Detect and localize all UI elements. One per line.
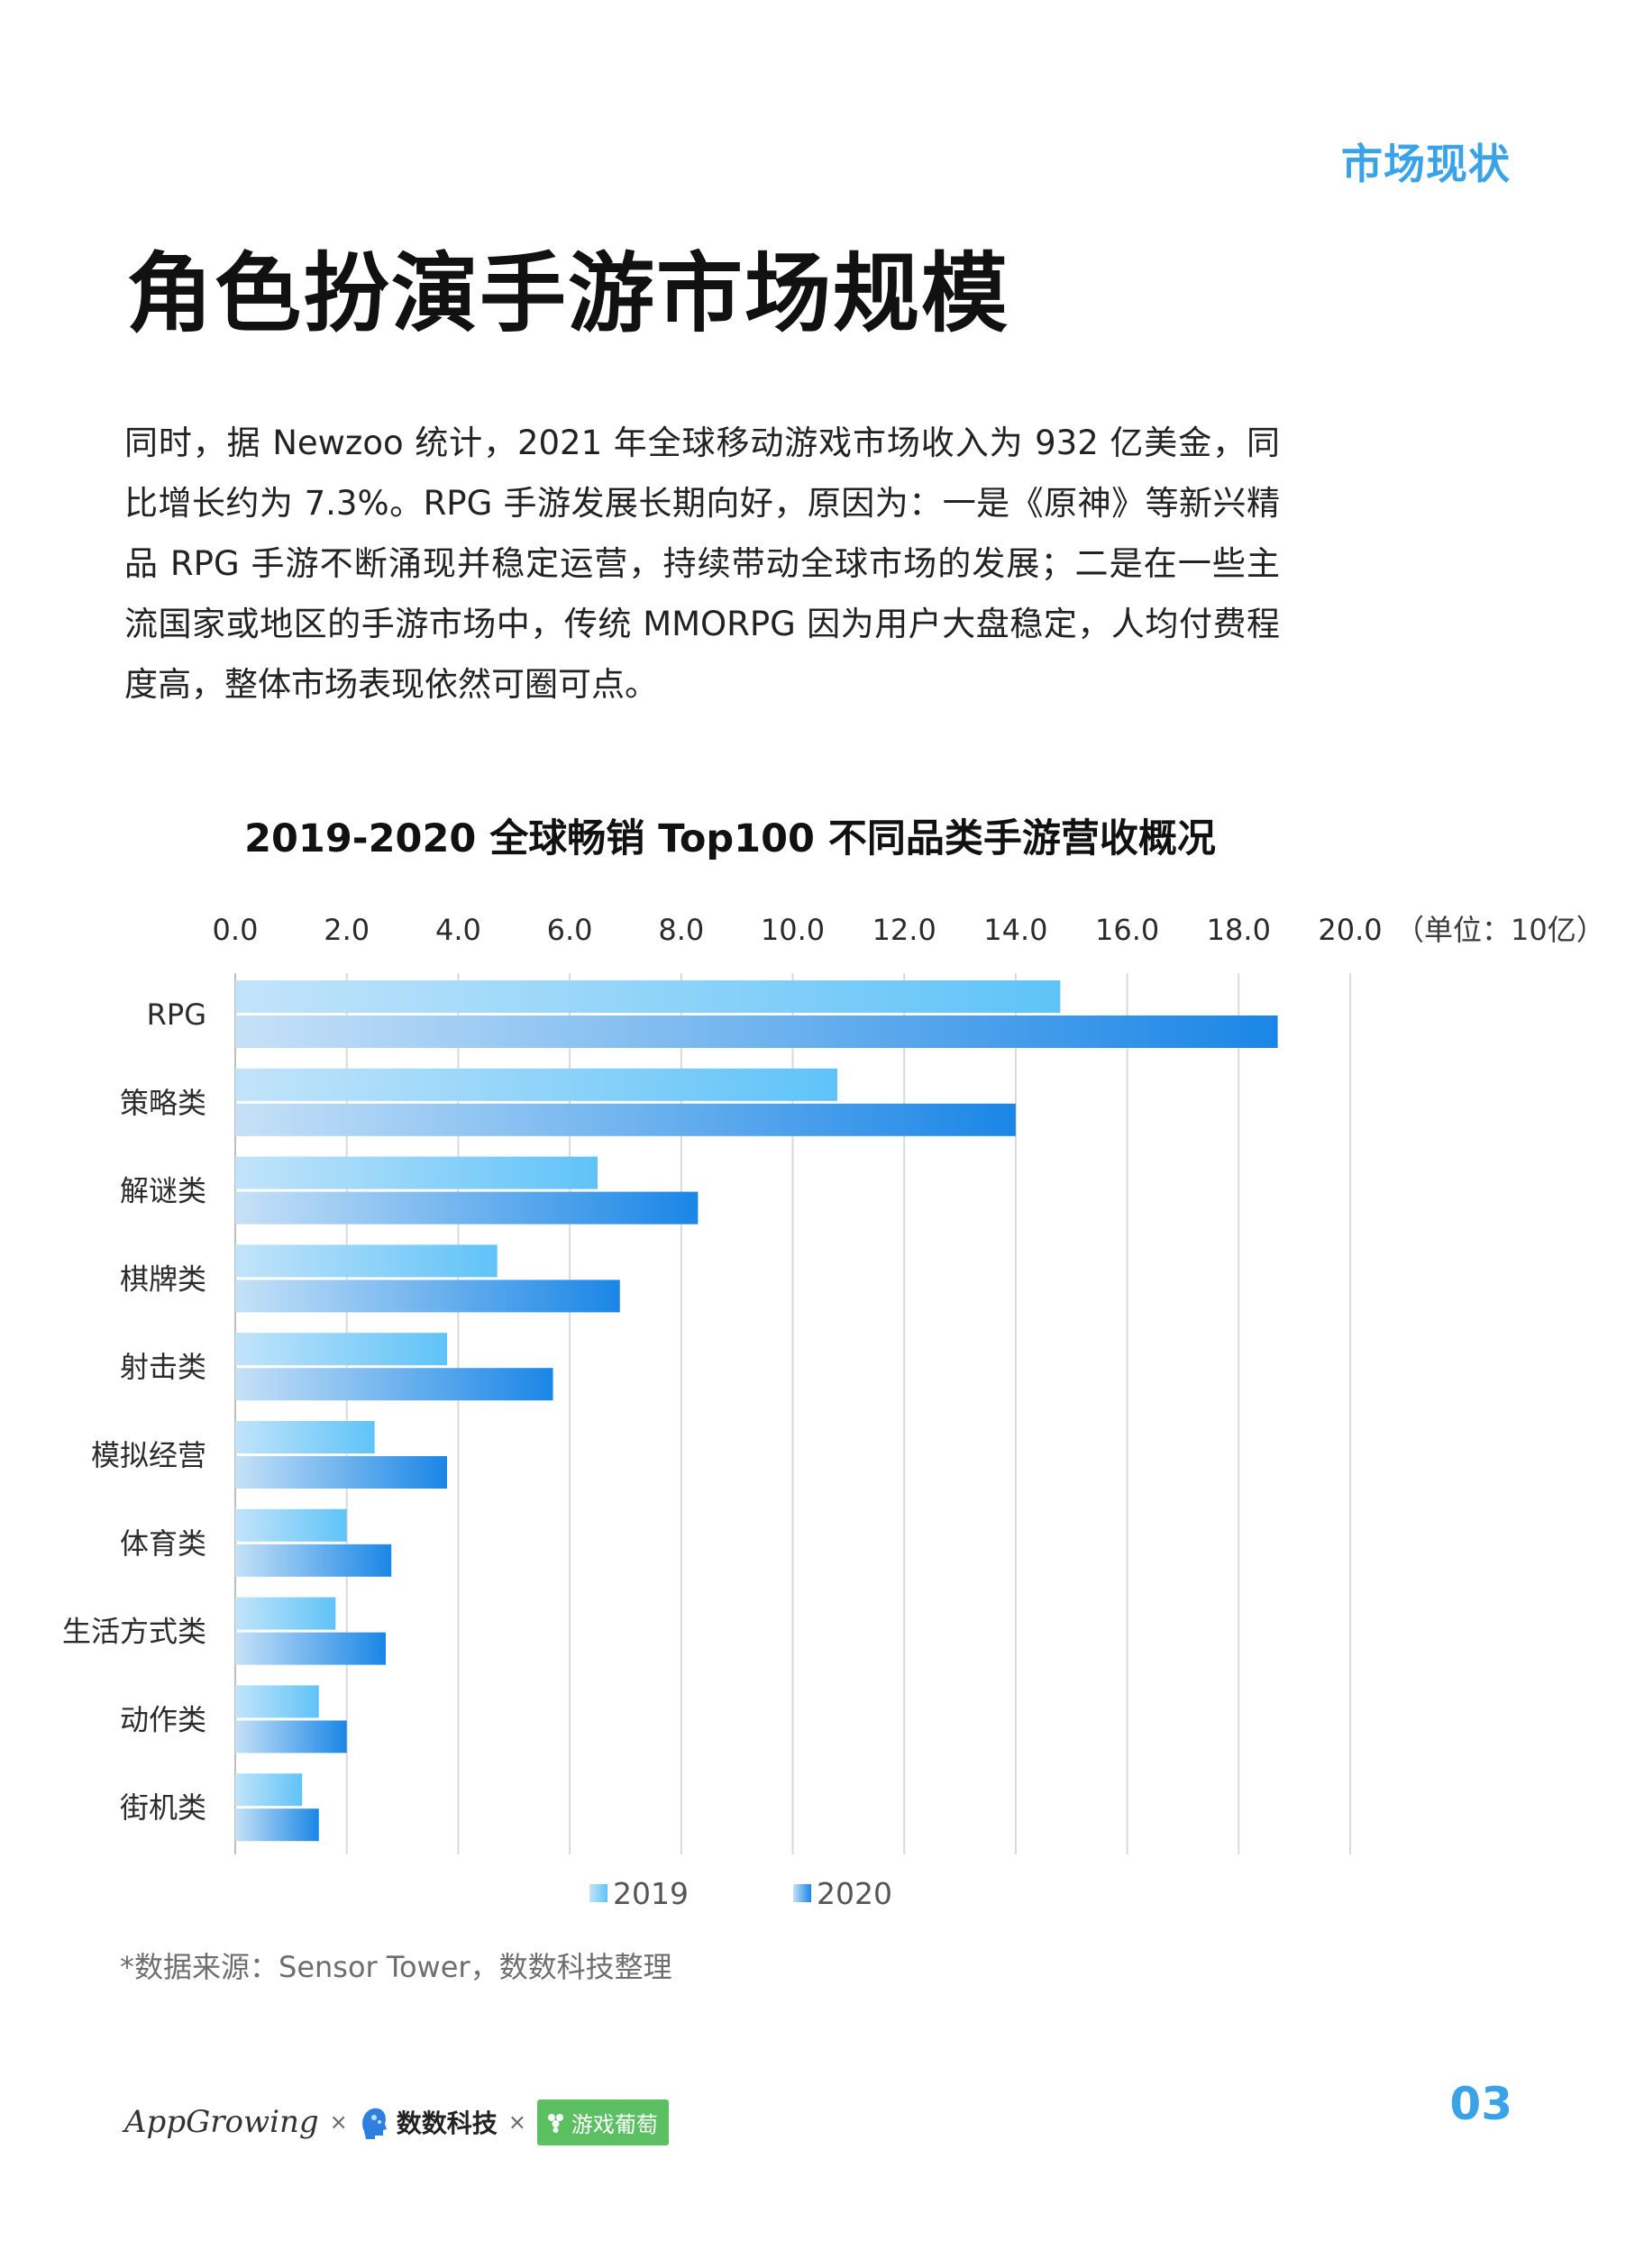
bar-2019 (235, 1685, 319, 1718)
x-tick-label: 16.0 (1095, 913, 1159, 947)
bar-2019 (235, 1773, 303, 1807)
bar-2020 (235, 1720, 347, 1753)
shushu-logo-text: 数数科技 (396, 2109, 498, 2138)
page-number: 03 (1449, 2078, 1512, 2130)
x-tick-label: 12.0 (872, 913, 936, 947)
legend: 2019 2020 (589, 1876, 892, 1911)
x-tick-label: 0.0 (213, 913, 259, 947)
x-tick-label: 18.0 (1207, 913, 1271, 947)
category-label: 解谜类 (120, 1174, 206, 1208)
youxi-putao-logo: 游戏葡萄 (536, 2099, 669, 2145)
x-tick-label: 8.0 (658, 913, 704, 947)
category-label: 体育类 (120, 1526, 206, 1561)
body-paragraph: 同时，据 Newzoo 统计，2021 年全球移动游戏市场收入为 932 亿美金… (124, 424, 1280, 704)
bar-2020 (235, 1544, 392, 1577)
bar-2020 (235, 1632, 386, 1665)
x-tick-label: 6.0 (547, 913, 593, 947)
x-tick-label: 4.0 (435, 913, 481, 947)
grape-icon (547, 2114, 563, 2133)
legend-swatch-2019 (589, 1884, 607, 1902)
x-tick-label: 10.0 (761, 913, 825, 947)
revenue-bar-chart: 0.0 2.0 4.0 6.0 8.0 10.0 12.0 14.0 16.0 18.0 20.0 … (62, 913, 1605, 1911)
bar-2019 (235, 1421, 375, 1453)
bar-2019 (235, 1156, 598, 1189)
bar-2020 (235, 1103, 1016, 1136)
category-label: 生活方式类 (62, 1615, 206, 1649)
brand-separator: × (329, 2109, 348, 2135)
chart-title: 2019-2020 全球畅销 Top100 不同品类手游营收概况 (244, 816, 1216, 861)
bar-2020 (235, 1016, 1278, 1048)
bar-2020 (235, 1191, 699, 1225)
bar-2019 (235, 1333, 448, 1366)
x-axis-ticks: 0.0 2.0 4.0 6.0 8.0 10.0 12.0 14.0 16.0 18.0 20.0 (213, 913, 1383, 947)
unit-label: （单位：10亿） (1395, 913, 1605, 947)
category-label: 街机类 (120, 1790, 206, 1825)
bar-2019 (235, 980, 1061, 1013)
category-label: 模拟经营 (91, 1438, 206, 1472)
category-label: 动作类 (120, 1702, 206, 1736)
footer-brands: AppGrowing × 数数科技 × 游戏葡萄 (124, 2090, 669, 2154)
legend-label-2020: 2020 (817, 1876, 892, 1911)
x-tick-label: 2.0 (324, 913, 370, 947)
shushu-head-icon (361, 2108, 387, 2139)
youxi-putao-text: 游戏葡萄 (571, 2111, 658, 2137)
bar-2019 (235, 1244, 498, 1278)
bars (235, 980, 1278, 1842)
bar-2019 (235, 1597, 336, 1630)
source-note: *数据来源：Sensor Tower，数数科技整理 (120, 1950, 672, 1984)
bar-2020 (235, 1280, 620, 1313)
category-label: 射击类 (120, 1350, 206, 1384)
x-tick-label: 14.0 (983, 913, 1047, 947)
brand-separator-2: × (507, 2109, 526, 2135)
category-label: 棋牌类 (120, 1262, 206, 1296)
bar-2020 (235, 1368, 553, 1401)
page-title: 角色扮演手游市场规模 (126, 243, 1009, 344)
legend-swatch-2020 (793, 1884, 811, 1902)
bar-2019 (235, 1068, 837, 1101)
appgrowing-logo: AppGrowing (124, 2104, 319, 2140)
x-tick-label: 20.0 (1318, 913, 1382, 947)
bar-2020 (235, 1808, 319, 1842)
legend-label-2019: 2019 (613, 1876, 689, 1911)
bar-2019 (235, 1508, 347, 1542)
section-tag: 市场现状 (1341, 140, 1511, 188)
category-label: 策略类 (120, 1086, 206, 1120)
category-label: RPG (147, 997, 206, 1032)
bar-2020 (235, 1456, 448, 1489)
